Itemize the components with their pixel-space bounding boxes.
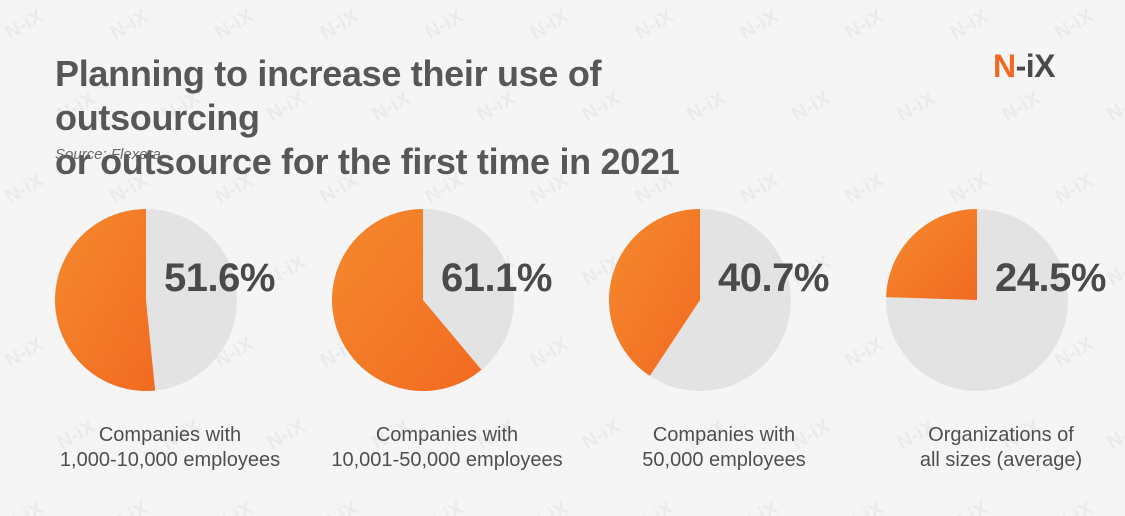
pie-value-label: 24.5%	[995, 256, 1106, 300]
source-note: Source: Flexera	[55, 146, 161, 163]
pie-caption-line: all sizes (average)	[919, 449, 1083, 471]
title-line-2: or outsource for the first time in 2021	[55, 141, 680, 182]
pie-chart-2	[331, 209, 514, 391]
logo-letters-ix: iX	[1025, 48, 1056, 84]
pie-caption: Companies with 10,001-50,000 employees	[307, 423, 587, 473]
pie-caption-line: Companies with	[652, 424, 796, 446]
pie-slice-value	[609, 209, 700, 376]
pie-caption-line: Companies with	[98, 424, 242, 446]
pie-caption-line: 1,000-10,000 employees	[59, 449, 281, 471]
pie-value-label: 40.7%	[718, 256, 829, 300]
pie-caption-line: Organizations of	[928, 424, 1074, 446]
pie-slice-value	[886, 209, 977, 300]
logo-dash: -	[1015, 48, 1027, 84]
chart-title: Planning to increase their use of outsou…	[55, 52, 815, 184]
pie-caption: Companies with 50,000 employees	[584, 423, 864, 473]
pie-caption-line: 10,001-50,000 employees	[331, 449, 563, 471]
pie-value-label: 61.1%	[441, 256, 552, 300]
pie-chart-1	[54, 209, 237, 391]
title-line-1: Planning to increase their use of outsou…	[55, 53, 602, 138]
pie-caption: Companies with 1,000-10,000 employees	[30, 423, 310, 473]
pie-value-label: 51.6%	[164, 256, 275, 300]
logo-letter-n: N	[993, 48, 1016, 84]
pie-slice-value	[54, 209, 156, 391]
pie-chart-3	[609, 209, 791, 391]
pie-caption: Organizations of all sizes (average)	[861, 423, 1125, 473]
n-ix-logo: N-iX	[993, 48, 1056, 85]
pie-caption-line: 50,000 employees	[642, 449, 806, 471]
pie-chart-4	[886, 209, 1068, 391]
pie-slice-value	[331, 209, 482, 391]
pie-caption-line: Companies with	[375, 424, 519, 446]
